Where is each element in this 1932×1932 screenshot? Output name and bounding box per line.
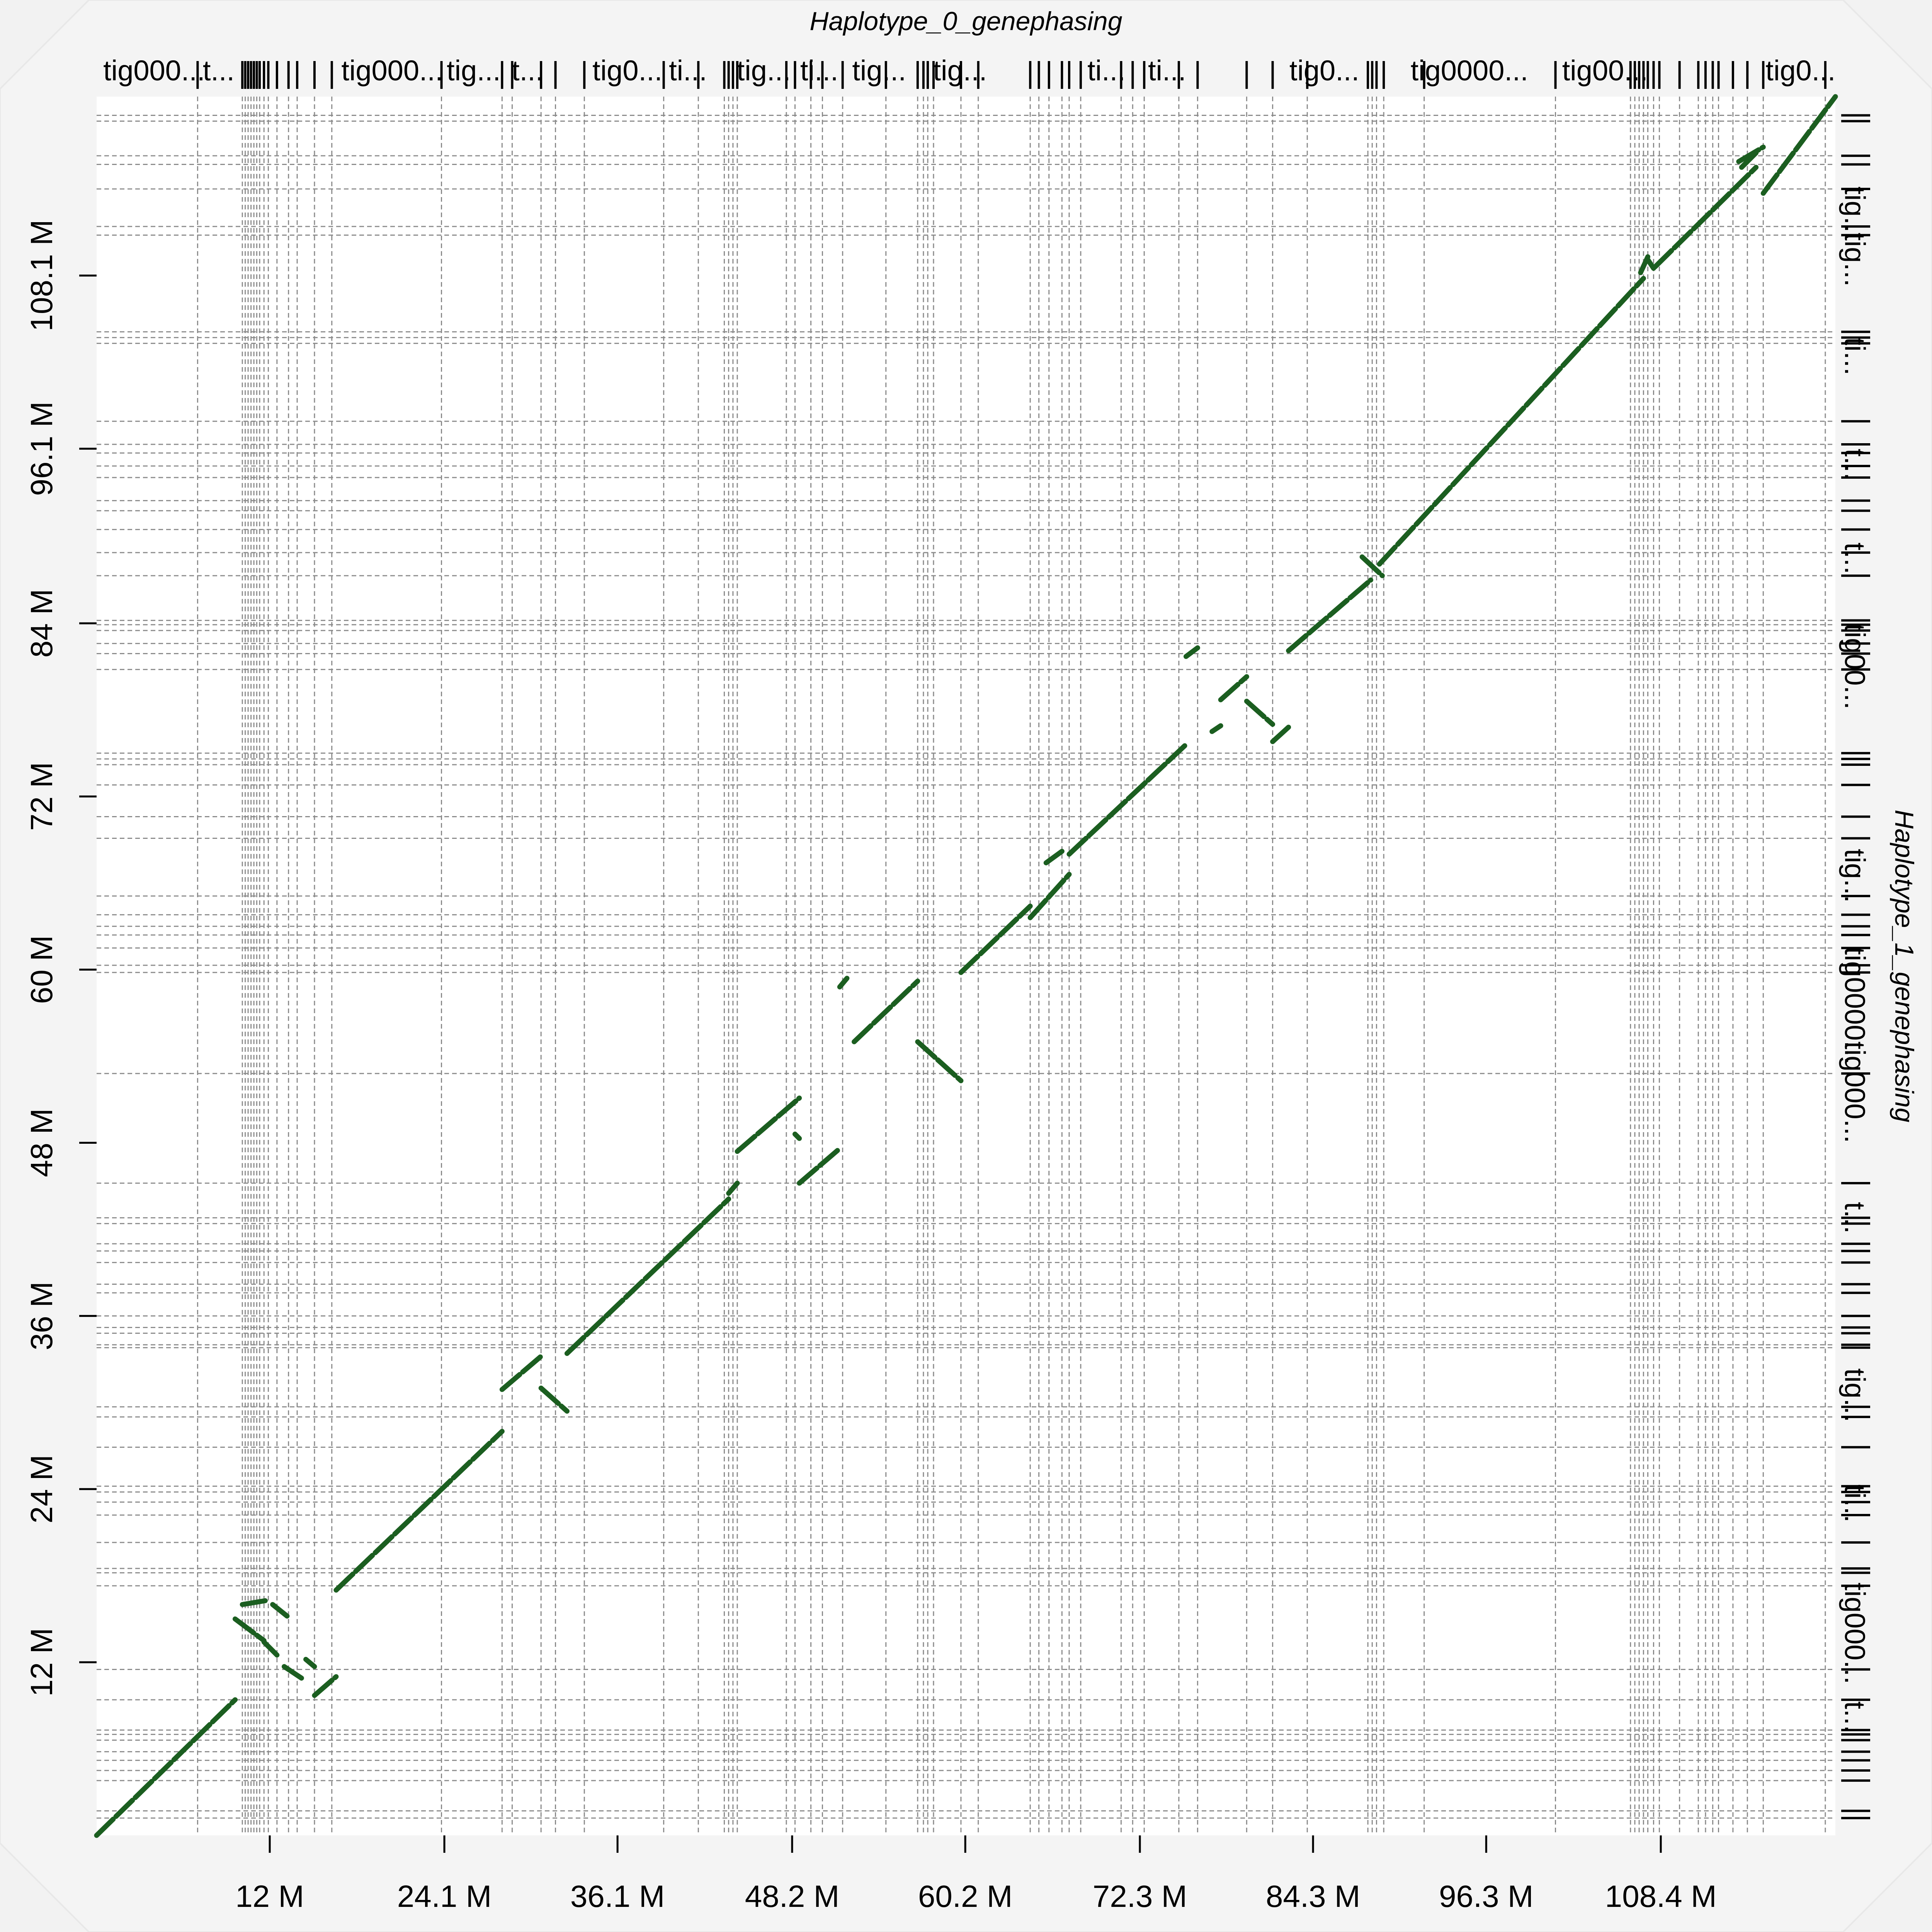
x-contig-label: tig...	[737, 54, 791, 87]
x-contig-label: tig0...	[1765, 54, 1835, 87]
y-contig-label: t...	[1839, 543, 1871, 574]
y-contig-label: ti...	[1839, 1485, 1871, 1523]
alignment-segment	[312, 1674, 339, 1698]
x-contig-label: tig00...	[1562, 54, 1648, 87]
x-contig-label: tig000...	[341, 54, 443, 87]
x-contig-label: ti...	[669, 54, 707, 87]
alignment-segment	[726, 1180, 740, 1196]
x-tick-label: 72.3 M	[1093, 1879, 1187, 1913]
alignment-segment	[94, 1697, 238, 1838]
alignment-segment	[303, 1656, 317, 1669]
alignment-segment	[837, 976, 850, 990]
x-contig-label: tig000...	[103, 54, 205, 87]
x-contig-label: ti...	[1148, 54, 1186, 87]
y-tick-label: 72 M	[24, 762, 59, 831]
alignment-segment	[915, 1039, 964, 1083]
y-tick-label: 60 M	[24, 935, 59, 1004]
x-axis-title: Haplotype_0_genephasing	[810, 7, 1122, 36]
x-tick-label: 48.2 M	[745, 1879, 840, 1913]
y-axis-title: Haplotype_1_genephasing	[1889, 810, 1919, 1122]
x-tick-label: 60.2 M	[918, 1879, 1013, 1913]
alignment-segment	[281, 1664, 304, 1681]
alignment-segment	[233, 1616, 267, 1643]
x-contig-label: tig0...	[592, 54, 662, 87]
alignment-segment	[797, 1146, 842, 1186]
y-contig-label: tig...	[1839, 233, 1871, 287]
y-contig-labels: tig...tig...ti...t...t...tig00...tig...t…	[1839, 187, 1871, 1733]
alignment-segment	[1377, 276, 1646, 567]
alignment-segment	[1027, 872, 1072, 920]
x-contig-label: ti...	[1087, 54, 1126, 87]
alignment-segment	[1244, 699, 1276, 727]
alignment-segment	[499, 1354, 544, 1392]
alignment-segment	[1359, 554, 1385, 578]
alignment-segment	[1286, 577, 1374, 653]
x-contig-label: t...	[512, 54, 543, 87]
y-contig-label: tig000...	[1839, 1041, 1871, 1143]
y-contig-label: tig00...	[1839, 624, 1871, 709]
alignment-segment	[735, 1095, 802, 1154]
x-axis-ticks: 12 M 24.1 M 36.1 M 48.2 M 60.2 M 72.3 M 84.3 M…	[235, 1835, 1717, 1913]
y-contig-label: t...	[1839, 449, 1871, 480]
alignment-segment	[1043, 849, 1065, 866]
alignment-segment	[261, 1639, 280, 1658]
y-tick-label: 36 M	[24, 1282, 59, 1350]
y-tick-label: 108.1 M	[24, 220, 59, 332]
x-contig-label: ti...	[800, 54, 838, 87]
alignment-segment	[1736, 145, 1766, 164]
alignment-segment	[270, 1602, 290, 1619]
y-contig-label: t...	[1839, 1202, 1871, 1234]
alignment-segment	[1652, 165, 1759, 270]
alignment-segment	[1066, 742, 1189, 857]
y-tick-label: 48 M	[24, 1109, 59, 1177]
x-contig-boundaries	[196, 61, 1827, 1835]
alignment-segment	[852, 978, 920, 1044]
y-contig-label: ti...	[1839, 337, 1871, 376]
x-contig-label: tig0000...	[1411, 54, 1528, 87]
y-tick-label: 84 M	[24, 589, 59, 658]
x-contig-label: tig...	[447, 54, 501, 87]
x-contig-label: tig0...	[1289, 54, 1359, 87]
x-tick-label: 84.3 M	[1266, 1879, 1361, 1913]
alignment-segment	[1184, 645, 1200, 659]
y-tick-label: 12 M	[24, 1628, 59, 1697]
alignment-segment	[564, 1196, 731, 1356]
x-tick-label: 36.1 M	[570, 1879, 665, 1913]
y-contig-label: tig...	[1839, 187, 1871, 241]
alignment-segment	[333, 1429, 505, 1593]
x-tick-label: 96.3 M	[1439, 1879, 1534, 1913]
alignment-segment	[1209, 723, 1223, 734]
y-contig-label: tig000...	[1839, 1583, 1871, 1684]
alignment-segment	[1739, 150, 1759, 170]
alignment-segment	[958, 903, 1033, 975]
y-contig-label: tig0000...	[1839, 947, 1871, 1064]
y-tick-label: 96.1 M	[24, 401, 59, 496]
x-contig-labels: tig000...t... tig000... tig... t... tig0... t…	[103, 54, 1835, 87]
alignment-segment	[792, 1131, 802, 1141]
x-tick-label: 108.4 M	[1605, 1879, 1717, 1913]
y-contig-label: t...	[1839, 1701, 1871, 1733]
alignment-segment	[538, 1385, 570, 1414]
x-tick-label: 12 M	[235, 1879, 304, 1913]
y-contig-label: tig...	[1839, 849, 1871, 903]
x-contig-label: t...	[203, 54, 235, 87]
alignment-segment	[1270, 724, 1291, 744]
y-tick-label: 24 M	[24, 1455, 59, 1524]
y-contig-label: tig...	[1839, 1368, 1871, 1422]
alignment-segment	[1760, 94, 1838, 196]
alignment-segment	[1218, 674, 1249, 702]
x-contig-label: tig...	[933, 54, 987, 87]
y-contig-boundaries	[97, 114, 1870, 1820]
alignment-segments	[94, 94, 1838, 1838]
x-contig-label: tig...	[852, 54, 906, 87]
x-tick-label: 24.1 M	[397, 1879, 492, 1913]
alignment-segment	[240, 1597, 271, 1607]
y-axis-ticks: 12 M 24 M 36 M 48 M 60 M 72 M 84 M 96.1 M 108.1 …	[24, 220, 97, 1697]
